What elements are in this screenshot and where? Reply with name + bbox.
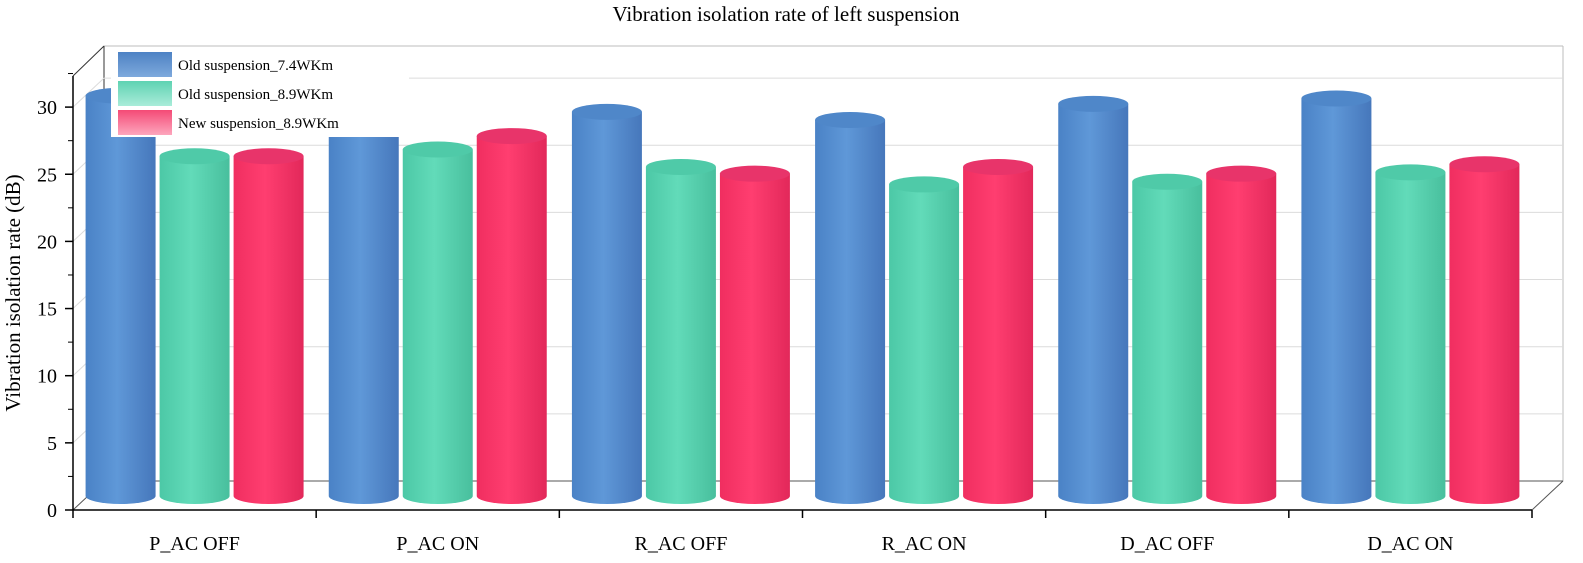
bar-body [1058, 103, 1129, 505]
bar-top [402, 141, 473, 158]
bar [815, 111, 886, 505]
x-tick-label: P_AC ON [396, 533, 479, 555]
bar [963, 158, 1034, 504]
axes: 0 5 10 15 20 25 30 P_AC OFF P_AC ON R_AC OFF R_AC… [37, 73, 1533, 555]
bar [889, 176, 960, 504]
bar-body [1301, 98, 1372, 505]
bar-body [889, 184, 960, 504]
bar [1449, 156, 1520, 505]
legend-swatch [118, 52, 172, 77]
bar-top [1058, 95, 1129, 112]
bar-body [815, 119, 886, 505]
bar [1301, 90, 1372, 505]
chart-title: Vibration isolation rate of left suspens… [613, 2, 960, 26]
floor-right-edge [1531, 480, 1564, 511]
y-tick-label: 10 [37, 366, 57, 388]
bar-body [571, 111, 642, 504]
bar [1375, 164, 1446, 504]
bar-top [889, 176, 960, 193]
y-axis-label: Vibration isolation rate (dB) [1, 174, 25, 411]
side-wall-top-edge [72, 45, 105, 77]
bar [476, 128, 547, 505]
y-tick-label: 0 [47, 500, 57, 522]
bar-body [963, 166, 1034, 504]
bar-top [1301, 90, 1372, 107]
y-tick-label: 5 [47, 433, 57, 455]
bar-body [328, 93, 399, 504]
bar [571, 103, 642, 504]
bar [233, 148, 304, 504]
bar-top [1449, 156, 1520, 173]
bar-top [1375, 164, 1446, 181]
bar-body [1206, 173, 1277, 504]
bars-layer [85, 85, 1520, 505]
bar-top [645, 158, 716, 175]
x-tick-label: D_AC OFF [1120, 533, 1214, 555]
legend-label: Old suspension_7.4WKm [178, 58, 333, 74]
bar-top [1132, 173, 1203, 190]
bar [1132, 173, 1203, 504]
bar-body [645, 166, 716, 504]
legend-label: New suspension_8.9WKm [178, 116, 339, 132]
x-ticks: P_AC OFF P_AC ON R_AC OFF R_AC ON D_AC OFF D_… [72, 510, 1533, 555]
bar-top [963, 158, 1034, 175]
y-tick-label: 25 [37, 164, 57, 186]
bar-body [1375, 172, 1446, 504]
bar-top [233, 148, 304, 165]
bar-top [815, 111, 886, 128]
bar-top [476, 128, 547, 145]
x-tick-label: P_AC OFF [149, 533, 240, 555]
bar [1058, 95, 1129, 505]
x-tick-label: R_AC ON [882, 533, 967, 555]
bar-body [402, 149, 473, 505]
bar [85, 87, 156, 504]
legend-items: Old suspension_7.4WKm Old suspension_8.9W… [118, 52, 339, 135]
bar-body [1132, 181, 1203, 504]
bar-top [719, 165, 790, 182]
bar [1206, 165, 1277, 504]
y-ticks: 0 5 10 15 20 25 30 [37, 73, 73, 522]
y-tick-label: 15 [37, 299, 57, 321]
bar [159, 148, 230, 504]
legend: Old suspension_7.4WKm Old suspension_8.9W… [111, 48, 409, 137]
x-tick-label: R_AC OFF [635, 533, 728, 555]
legend-swatch [118, 110, 172, 135]
bar-body [719, 173, 790, 504]
bar [402, 141, 473, 505]
bar-body [1449, 164, 1520, 505]
legend-swatch [118, 81, 172, 106]
bar-body [476, 136, 547, 505]
y-tick-label: 30 [37, 97, 57, 119]
y-tick-label: 20 [37, 231, 57, 253]
legend-label: Old suspension_8.9WKm [178, 87, 333, 103]
bar-top [571, 103, 642, 120]
bar [645, 158, 716, 504]
bar [328, 85, 399, 504]
bar-top [159, 148, 230, 165]
bar [719, 165, 790, 504]
bar-body [233, 156, 304, 504]
bar-body [159, 156, 230, 504]
bar-top [1206, 165, 1277, 182]
bar-body [85, 95, 156, 504]
x-tick-label: D_AC ON [1367, 533, 1453, 555]
